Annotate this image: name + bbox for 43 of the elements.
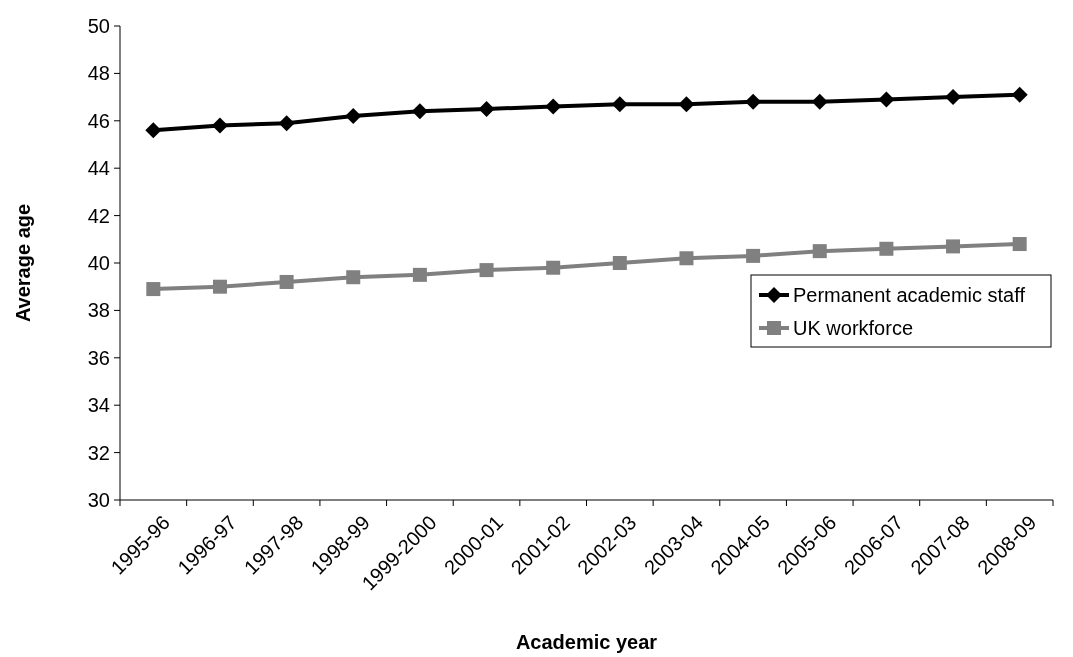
point [212, 279, 227, 294]
point [678, 96, 695, 113]
point [146, 282, 161, 297]
point [279, 274, 294, 289]
legend-label: Permanent academic staff [793, 284, 1026, 306]
y-tick-label: 40 [87, 252, 110, 274]
point [211, 117, 228, 134]
point [412, 267, 427, 282]
y-tick-label: 34 [87, 394, 110, 417]
y-tick-label: 30 [87, 489, 110, 511]
y-tick-label: 44 [87, 157, 110, 180]
point [612, 256, 627, 270]
point [611, 96, 628, 113]
point [811, 93, 828, 110]
x-axis-title: Academic year [515, 631, 658, 653]
legend-label: UK workforce [793, 317, 914, 339]
y-tick-label: 32 [87, 441, 110, 464]
y-tick-label: 48 [87, 62, 110, 85]
point [411, 103, 428, 120]
point [479, 263, 494, 278]
point [745, 93, 762, 110]
point [679, 251, 694, 266]
point [812, 244, 827, 259]
point [945, 89, 962, 106]
y-tick-label: 38 [87, 299, 110, 322]
point [1012, 237, 1027, 252]
y-tick-label: 36 [87, 346, 110, 369]
point [746, 248, 761, 263]
y-tick-label: 50 [87, 15, 110, 37]
point [145, 122, 162, 139]
point [345, 108, 362, 125]
point [545, 98, 562, 115]
y-tick-label: 46 [87, 109, 110, 132]
point [478, 100, 495, 117]
point [278, 115, 295, 132]
point [879, 241, 894, 256]
point [346, 270, 361, 285]
y-axis-title: Average age [12, 203, 34, 323]
point [878, 91, 895, 108]
point [546, 260, 561, 275]
point [1011, 86, 1028, 103]
y-tick-label: 42 [87, 204, 110, 227]
point [946, 239, 961, 254]
